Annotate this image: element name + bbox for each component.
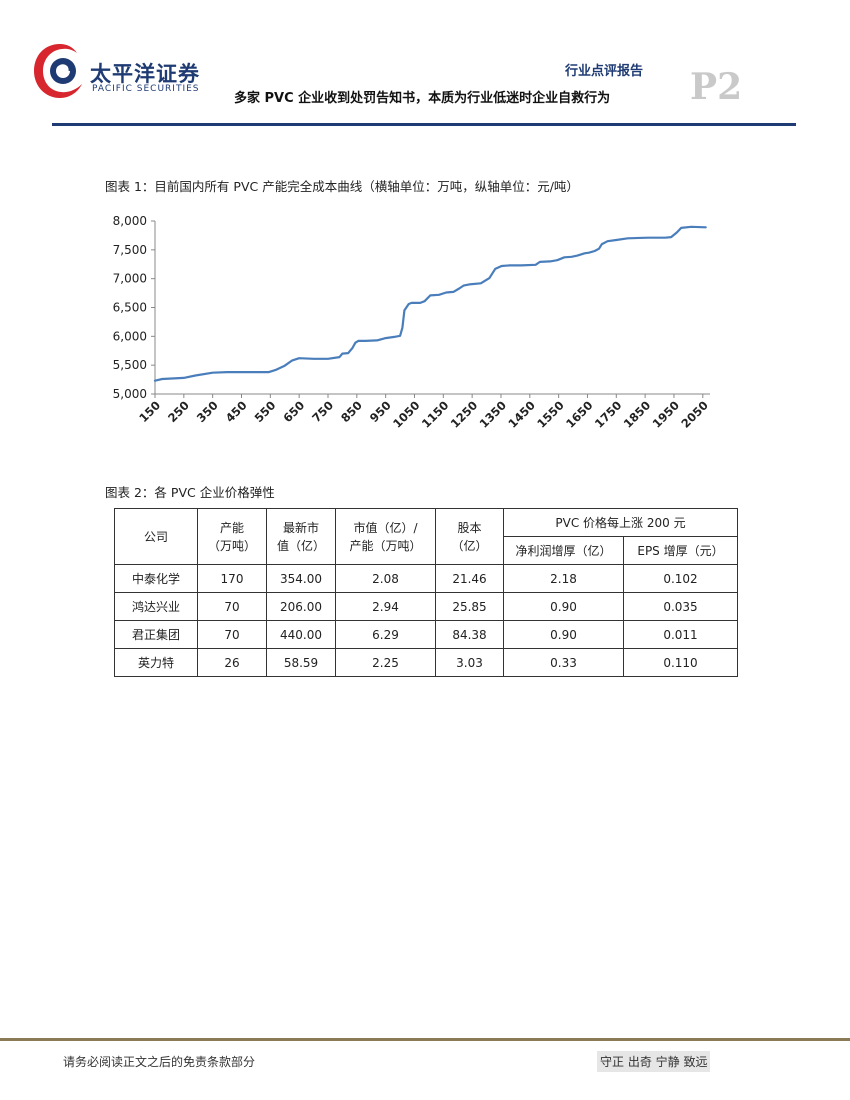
- cell-eps: 0.035: [623, 592, 738, 621]
- cell-capacity: 70: [197, 620, 267, 649]
- logo-english-name: PACIFIC SECURITIES: [92, 84, 200, 94]
- x-tick-label: 1250: [448, 398, 481, 431]
- x-tick-label: 450: [223, 398, 250, 425]
- header-ratio-line1: 市值（亿）/: [353, 520, 418, 535]
- footer-motto: 守正 出奇 宁静 致远: [597, 1051, 711, 1072]
- table-row: 鸿达兴业 70 206.00 2.94 25.85 0.90 0.035: [114, 592, 738, 621]
- y-tick-label: 7,000: [113, 272, 147, 286]
- header-capacity-line1: 产能: [219, 520, 244, 535]
- cell-market-cap: 354.00: [266, 564, 336, 593]
- footer-divider: [0, 1038, 850, 1041]
- y-tick-label: 7,500: [113, 243, 147, 257]
- cell-capacity: 26: [197, 648, 267, 677]
- header-net-profit-gain: 净利润增厚（亿）: [503, 536, 624, 565]
- header-company: 公司: [114, 508, 198, 565]
- cell-shares: 21.46: [435, 564, 504, 593]
- header-price-rise-group: PVC 价格每上涨 200 元: [503, 508, 738, 537]
- cell-market-cap: 206.00: [266, 592, 336, 621]
- cell-ratio: 2.25: [335, 648, 436, 677]
- x-tick-label: 350: [194, 398, 221, 425]
- cost-curve-chart: 5,000 5,500 6,000 6,500 7,000 7,500 8,000 150 25…: [113, 214, 711, 431]
- table-row: 中泰化学 170 354.00 2.08 21.46 2.18 0.102: [114, 564, 738, 593]
- header-share-capital: 股本 （亿）: [435, 508, 504, 565]
- cell-eps: 0.102: [623, 564, 738, 593]
- cell-shares: 25.85: [435, 592, 504, 621]
- cell-capacity: 170: [197, 564, 267, 593]
- header-market-cap-line1: 最新市: [282, 520, 319, 535]
- cell-profit: 2.18: [503, 564, 624, 593]
- series-line-cost-curve: [153, 225, 707, 382]
- company-logo: 太平洋证券 PACIFIC SECURITIES: [30, 40, 230, 110]
- header-shares-line1: 股本: [457, 520, 482, 535]
- header-capacity: 产能 （万吨）: [197, 508, 267, 565]
- x-tick-label: 1050: [390, 398, 423, 431]
- pacific-securities-logo-icon: [34, 44, 82, 98]
- x-tick-label: 550: [252, 398, 279, 425]
- x-tick-label: 1950: [650, 398, 683, 431]
- cell-market-cap: 440.00: [266, 620, 336, 649]
- x-tick-label: 2050: [678, 398, 711, 431]
- x-tick-label: 1350: [477, 398, 510, 431]
- cell-profit: 0.90: [503, 592, 624, 621]
- y-tick-label: 5,000: [113, 387, 147, 401]
- page-number: P2: [690, 66, 743, 108]
- cell-shares: 3.03: [435, 648, 504, 677]
- x-tick-label: 650: [280, 398, 307, 425]
- cell-company: 君正集团: [114, 620, 198, 649]
- cell-company: 鸿达兴业: [114, 592, 198, 621]
- cell-shares: 84.38: [435, 620, 504, 649]
- cell-profit: 0.33: [503, 648, 624, 677]
- header-market-cap: 最新市 值（亿）: [266, 508, 336, 565]
- header-shares-line2: （亿）: [451, 538, 488, 553]
- cell-profit: 0.90: [503, 620, 624, 649]
- cell-company: 中泰化学: [114, 564, 198, 593]
- cell-eps: 0.011: [623, 620, 738, 649]
- cell-market-cap: 58.59: [266, 648, 336, 677]
- x-tick-label: 250: [165, 398, 192, 425]
- report-type: 行业点评报告: [565, 64, 644, 79]
- x-tick-label: 750: [309, 398, 336, 425]
- price-elasticity-table: 公司 产能 （万吨） 最新市 值（亿） 市值（亿）/ 产能（万吨） 股本 （亿）…: [114, 508, 738, 677]
- cell-ratio: 6.29: [335, 620, 436, 649]
- cell-company: 英力特: [114, 648, 198, 677]
- y-tick-label: 8,000: [113, 214, 147, 228]
- header-capacity-line2: （万吨）: [207, 538, 256, 553]
- x-tick-label: 1550: [534, 398, 567, 431]
- cell-ratio: 2.94: [335, 592, 436, 621]
- cell-eps: 0.110: [623, 648, 738, 677]
- header-market-cap-line2: 值（亿）: [276, 538, 325, 553]
- y-tick-label: 6,000: [113, 329, 147, 343]
- table-row: 君正集团 70 440.00 6.29 84.38 0.90 0.011: [114, 620, 738, 649]
- logo-chinese-name: 太平洋证券: [90, 62, 200, 86]
- document-title: 多家 PVC 企业收到处罚告知书，本质为行业低迷时企业自救行为: [234, 91, 611, 106]
- x-tick-label: 1850: [621, 398, 654, 431]
- table-row: 英力特 26 58.59 2.25 3.03 0.33 0.110: [114, 648, 738, 677]
- x-tick-label: 1650: [563, 398, 596, 431]
- cell-capacity: 70: [197, 592, 267, 621]
- y-tick-label: 5,500: [113, 358, 147, 372]
- cell-ratio: 2.08: [335, 564, 436, 593]
- figure1-caption: 图表 1：目前国内所有 PVC 产能完全成本曲线（横轴单位：万吨，纵轴单位：元/…: [105, 179, 579, 194]
- header-eps-gain: EPS 增厚（元）: [623, 536, 738, 565]
- header-ratio-line2: 产能（万吨）: [349, 538, 422, 553]
- x-tick-label: 1450: [505, 398, 538, 431]
- x-tick-label: 850: [338, 398, 365, 425]
- x-tick-label: 1150: [419, 398, 452, 431]
- figure2-caption: 图表 2：各 PVC 企业价格弹性: [105, 485, 275, 500]
- x-tick-label: 1750: [592, 398, 625, 431]
- x-tick-label: 150: [136, 398, 163, 425]
- footer-disclaimer: 请务必阅读正文之后的免责条款部分: [63, 1055, 256, 1069]
- header-divider: [52, 123, 796, 126]
- header-cap-per-capacity: 市值（亿）/ 产能（万吨）: [335, 508, 436, 565]
- y-tick-label: 6,500: [113, 301, 147, 315]
